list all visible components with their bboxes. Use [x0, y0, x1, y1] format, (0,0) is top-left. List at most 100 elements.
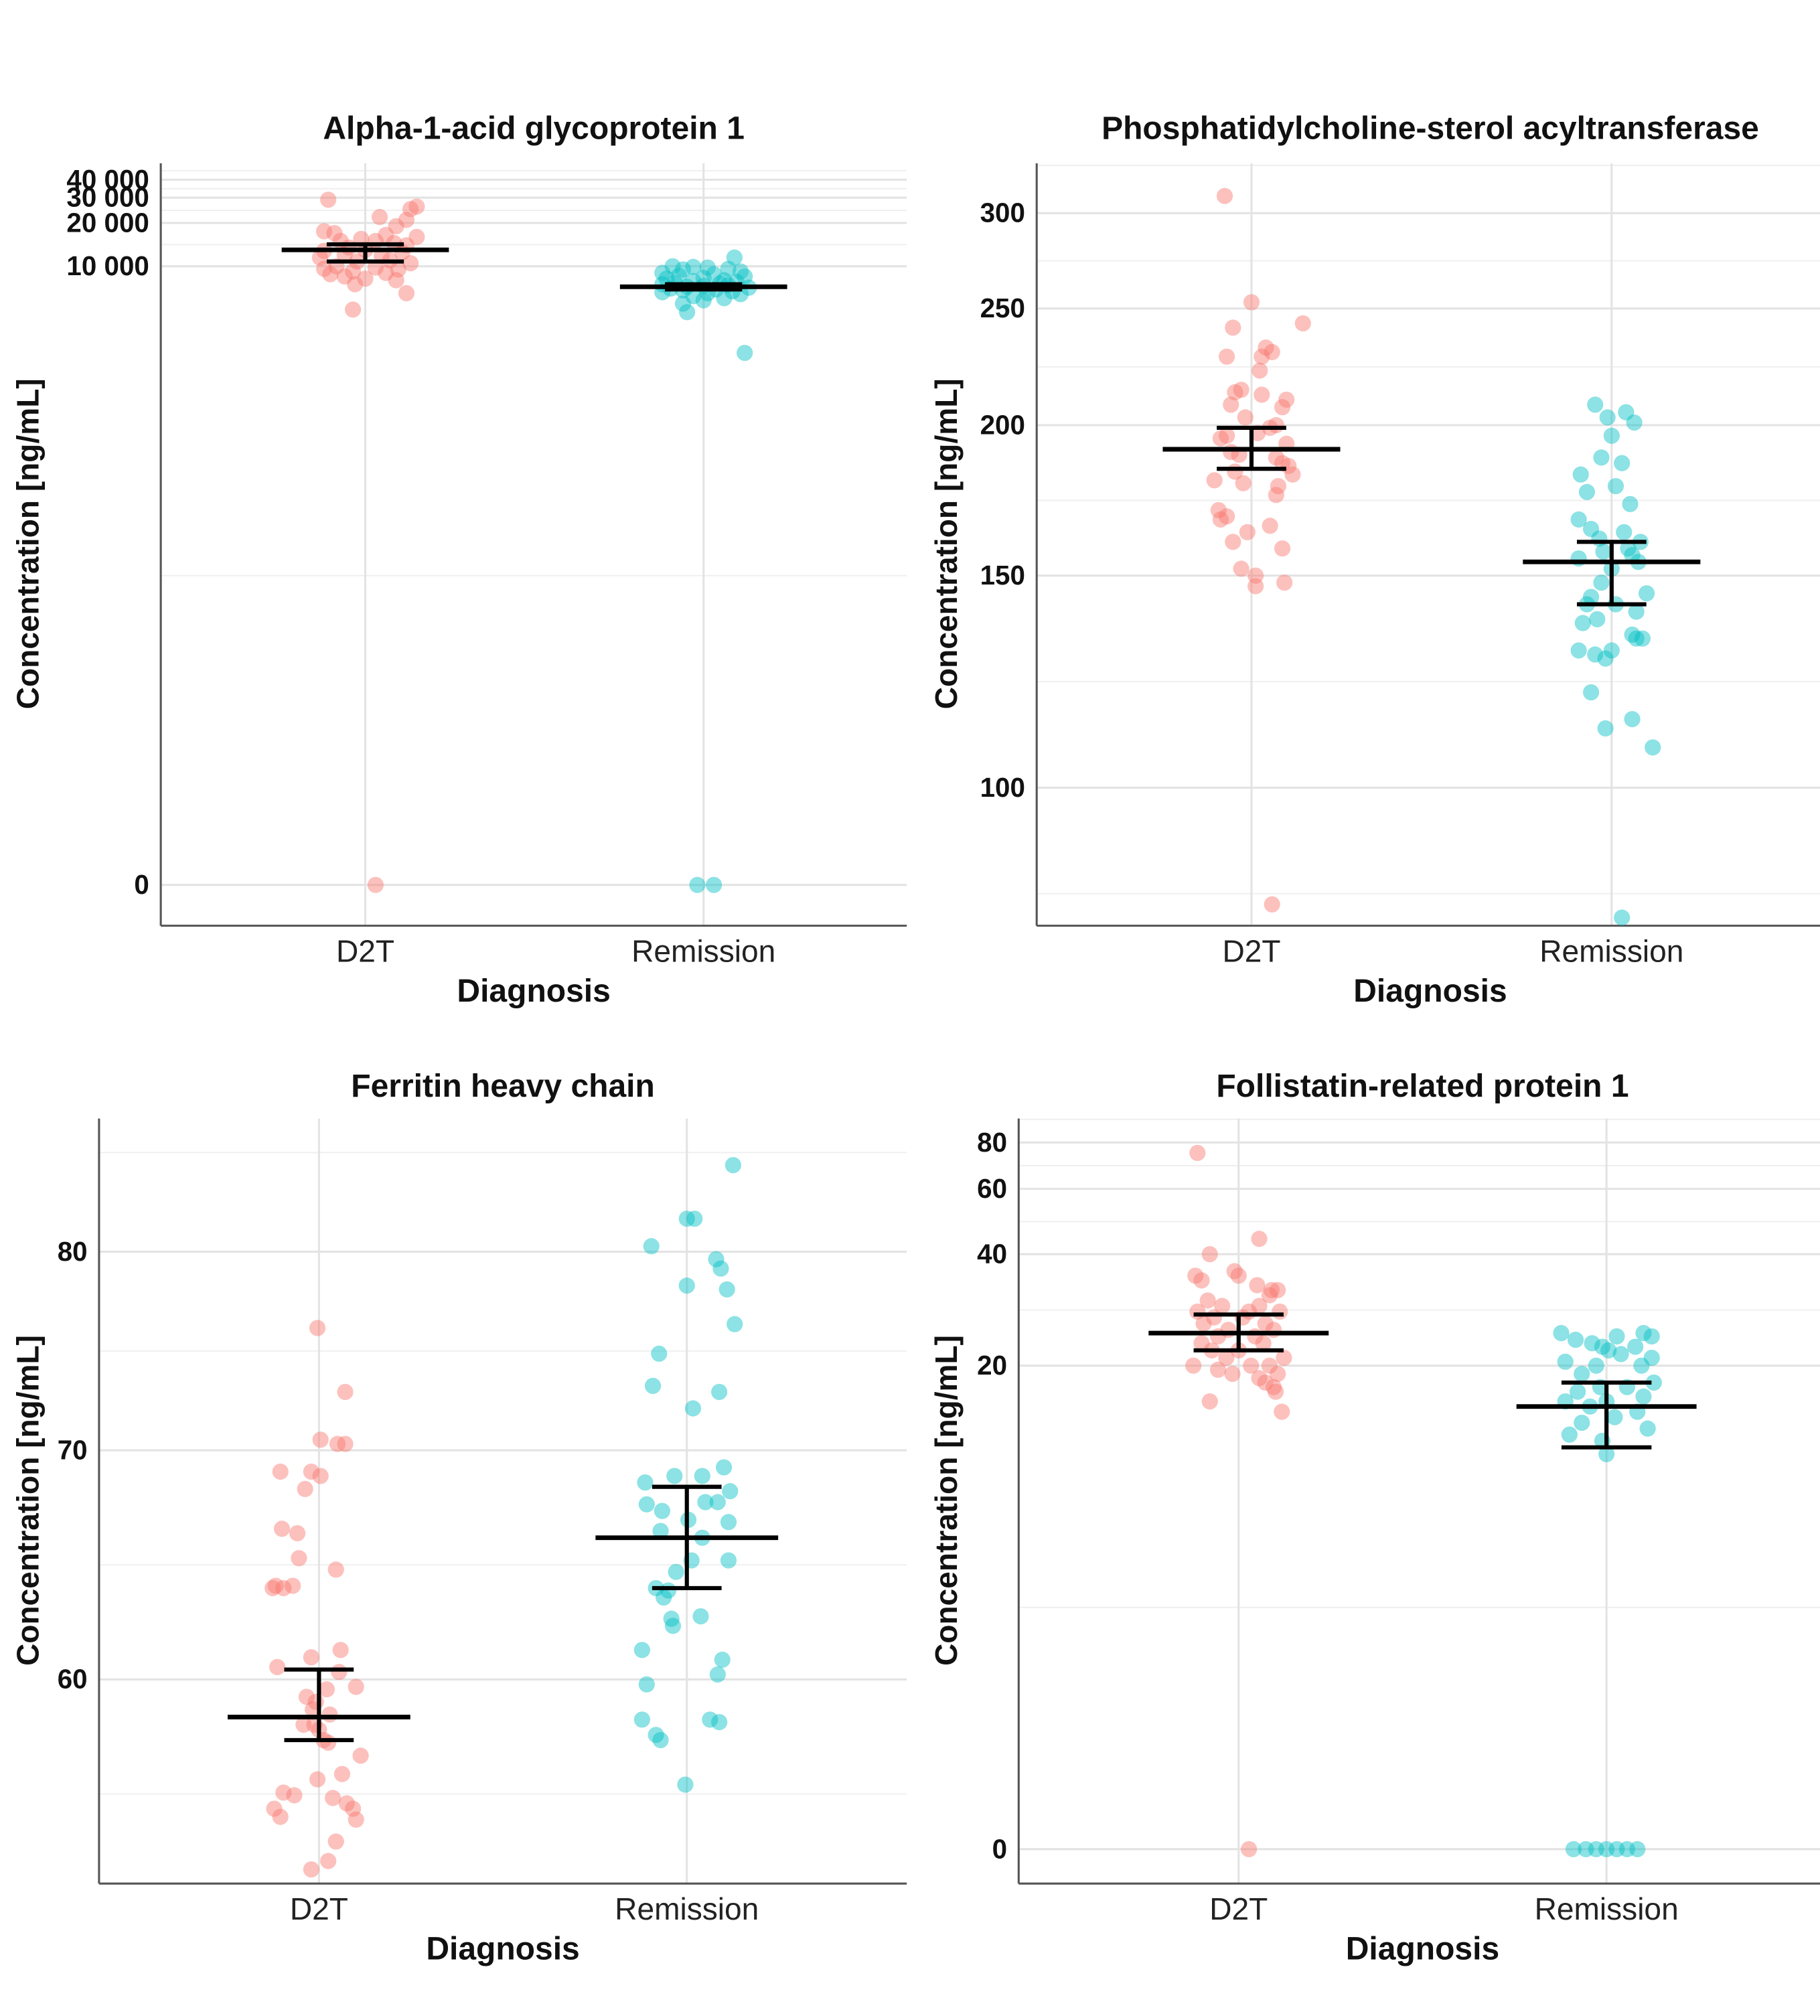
- y-tick-label: 200: [980, 409, 1025, 440]
- data-point: [1570, 1383, 1586, 1400]
- series-remission: [654, 249, 757, 893]
- data-point: [269, 1658, 286, 1675]
- data-point: [1243, 1357, 1260, 1374]
- data-point: [408, 228, 425, 245]
- data-point: [637, 1474, 654, 1491]
- data-point: [1588, 1357, 1604, 1374]
- data-point: [1614, 909, 1631, 926]
- data-point: [1195, 1315, 1212, 1332]
- panel-ferritin-heavy-chain: Ferritin heavy chain Concentration [ng/m…: [11, 1069, 907, 1967]
- data-point: [1230, 1267, 1247, 1284]
- x-tick-label-remission: Remission: [631, 933, 775, 968]
- data-point: [1247, 567, 1264, 584]
- data-point: [1607, 477, 1624, 495]
- data-point: [1633, 1357, 1650, 1374]
- data-point: [1265, 1322, 1282, 1338]
- panel-follistatin-related-protein-1: Follistatin-related protein 1 Concentrat…: [929, 1069, 1820, 1967]
- data-point: [1264, 896, 1280, 913]
- data-point: [1616, 524, 1633, 540]
- data-point: [1227, 384, 1243, 400]
- data-point: [1594, 1338, 1611, 1355]
- data-point: [336, 268, 353, 285]
- y-tick-label: 80: [977, 1127, 1007, 1158]
- y-tick-label: 40 000: [66, 164, 149, 195]
- data-point: [1284, 466, 1301, 483]
- data-point: [1628, 630, 1645, 647]
- data-point: [1574, 1365, 1590, 1383]
- x-tick-label-remission: Remission: [1535, 1891, 1679, 1926]
- data-point: [322, 266, 339, 283]
- data-point: [347, 276, 364, 293]
- data-point: [1209, 1328, 1227, 1345]
- data-point: [652, 1523, 669, 1539]
- data-point: [1225, 534, 1241, 550]
- x-tick-label-d2t: D2T: [1209, 1891, 1268, 1926]
- data-point: [333, 1766, 351, 1782]
- data-point: [320, 1853, 337, 1869]
- data-point: [1226, 1263, 1243, 1280]
- data-point: [678, 1277, 695, 1294]
- data-point: [1261, 1357, 1278, 1374]
- data-point: [722, 1483, 739, 1500]
- mean-ci-remission: [1516, 1380, 1697, 1450]
- data-point: [674, 295, 692, 312]
- y-axis-label: Concentration [ng/mL]: [929, 378, 964, 709]
- gridlines: [161, 163, 907, 926]
- data-point: [1634, 630, 1651, 647]
- data-point: [1565, 1841, 1582, 1857]
- data-point: [305, 1701, 321, 1718]
- data-point: [1199, 1292, 1216, 1309]
- y-tick-label: 0: [992, 1833, 1007, 1864]
- x-tick-label-remission: Remission: [615, 1891, 759, 1926]
- data-point: [686, 1211, 703, 1227]
- data-point: [709, 1666, 726, 1683]
- data-point: [266, 1800, 283, 1817]
- data-point: [312, 1468, 329, 1484]
- data-point: [638, 1496, 655, 1513]
- y-tick-label: 150: [980, 560, 1025, 591]
- data-point: [1643, 1328, 1660, 1345]
- data-point: [309, 1320, 326, 1336]
- data-point: [643, 1238, 660, 1255]
- data-point: [1606, 1409, 1623, 1425]
- data-point: [311, 249, 329, 266]
- data-point: [1643, 1349, 1660, 1367]
- data-point: [1218, 1349, 1235, 1367]
- data-point: [1268, 487, 1284, 503]
- data-point: [678, 1211, 695, 1227]
- data-point: [318, 1681, 335, 1698]
- data-point: [329, 1436, 346, 1452]
- data-point: [666, 1468, 683, 1484]
- data-point: [1212, 511, 1229, 528]
- data-point: [1251, 1370, 1268, 1387]
- data-point: [331, 1664, 348, 1681]
- data-point: [408, 198, 425, 215]
- data-point: [1557, 1353, 1574, 1370]
- data-point: [1593, 449, 1610, 466]
- data-point: [670, 267, 687, 284]
- data-point: [1588, 1841, 1604, 1857]
- data-point: [1276, 1349, 1292, 1367]
- data-point: [1587, 396, 1604, 413]
- data-point: [390, 261, 406, 278]
- mean-ci-d2t: [1148, 1312, 1329, 1352]
- data-point: [303, 1649, 319, 1666]
- data-point: [1201, 1393, 1218, 1410]
- data-point: [705, 266, 723, 283]
- y-tick-label: 80: [58, 1236, 88, 1267]
- data-point: [1247, 578, 1264, 595]
- data-point: [1624, 710, 1641, 728]
- data-point: [1608, 1841, 1625, 1857]
- data-point: [1189, 1144, 1206, 1162]
- data-point: [1635, 1324, 1652, 1342]
- data-point: [320, 1734, 337, 1751]
- data-point: [697, 1494, 714, 1510]
- data-point: [702, 1711, 718, 1728]
- data-point: [348, 1811, 364, 1828]
- data-point: [344, 263, 362, 280]
- data-point: [1251, 1231, 1268, 1247]
- data-point: [286, 1787, 303, 1804]
- panel-title: Follistatin-related protein 1: [1216, 1069, 1628, 1104]
- y-tick-label: 20 000: [66, 207, 149, 238]
